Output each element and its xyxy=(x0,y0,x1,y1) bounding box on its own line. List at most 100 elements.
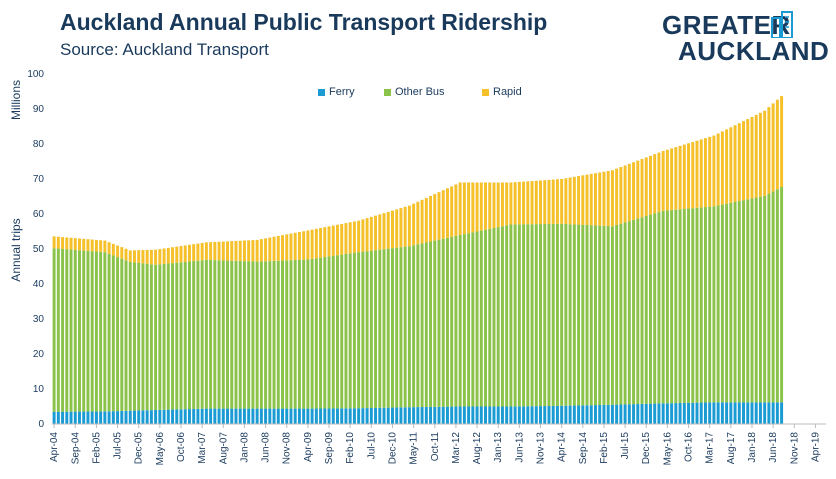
bar-other-bus xyxy=(361,251,365,409)
bar-ferry xyxy=(450,406,454,424)
bar-ferry xyxy=(56,411,60,424)
bar-rapid xyxy=(695,140,699,208)
bar-other-bus xyxy=(281,260,284,409)
bar-rapid xyxy=(445,188,449,238)
bar-other-bus xyxy=(52,248,56,412)
bar-rapid xyxy=(577,176,581,225)
bar-ferry xyxy=(742,402,745,424)
bar-ferry xyxy=(234,408,238,424)
bar-other-bus xyxy=(242,261,246,409)
bar-rapid xyxy=(369,216,373,251)
bar-rapid xyxy=(302,231,306,260)
bar-other-bus xyxy=(221,260,225,409)
bar-other-bus xyxy=(763,195,767,403)
bar-rapid xyxy=(627,163,631,222)
bar-ferry xyxy=(293,408,297,424)
bar-ferry xyxy=(429,406,433,424)
bar-ferry xyxy=(374,407,378,424)
bar-rapid xyxy=(780,96,784,188)
bar-other-bus xyxy=(285,260,289,409)
bar-other-bus xyxy=(615,224,619,405)
bar-other-bus xyxy=(598,225,602,406)
bar-rapid xyxy=(775,99,779,190)
bar-rapid xyxy=(526,181,530,225)
bar-other-bus xyxy=(661,210,665,404)
bar-ferry xyxy=(632,404,636,424)
bar-other-bus xyxy=(187,261,191,410)
bar-ferry xyxy=(361,408,365,424)
bar-rapid xyxy=(716,133,720,206)
bar-rapid xyxy=(742,121,745,201)
bar-rapid xyxy=(682,144,686,209)
bar-other-bus xyxy=(589,225,593,406)
bar-rapid xyxy=(505,182,509,226)
bar-other-bus xyxy=(509,224,513,407)
bar-rapid xyxy=(352,221,356,253)
bar-rapid xyxy=(348,222,352,254)
bar-ferry xyxy=(758,402,762,424)
x-tick-label: Sep-04 xyxy=(70,432,81,465)
bar-rapid xyxy=(513,182,517,225)
bar-rapid xyxy=(517,181,521,225)
bar-ferry xyxy=(564,405,568,424)
bar-rapid xyxy=(678,145,682,210)
bar-other-bus xyxy=(555,223,559,406)
bar-rapid xyxy=(171,247,175,264)
bar-other-bus xyxy=(513,224,517,407)
bar-other-bus xyxy=(331,255,335,409)
bar-ferry xyxy=(678,403,682,424)
bar-other-bus xyxy=(640,217,644,404)
bar-rapid xyxy=(670,148,674,211)
bar-ferry xyxy=(285,408,289,424)
bar-ferry xyxy=(513,406,517,424)
bar-ferry xyxy=(433,406,437,424)
bar-rapid xyxy=(179,246,183,263)
bar-other-bus xyxy=(568,224,572,406)
bar-other-bus xyxy=(154,264,158,410)
bar-ferry xyxy=(462,406,466,424)
bar-other-bus xyxy=(69,249,73,412)
bar-ferry xyxy=(412,407,416,424)
bar-ferry xyxy=(116,411,120,424)
bar-ferry xyxy=(268,408,272,424)
bar-ferry xyxy=(230,408,234,424)
bar-rapid xyxy=(251,240,255,262)
bar-rapid xyxy=(703,138,707,208)
bar-other-bus xyxy=(530,224,534,407)
bar-other-bus xyxy=(217,260,221,409)
bar-rapid xyxy=(555,179,559,224)
bar-rapid xyxy=(653,154,657,214)
bar-rapid xyxy=(323,227,327,258)
bar-rapid xyxy=(217,241,221,261)
bar-rapid xyxy=(124,248,128,261)
bar-ferry xyxy=(589,405,593,424)
legend-label-rapid: Rapid xyxy=(493,86,522,98)
bar-ferry xyxy=(133,410,136,424)
bar-other-bus xyxy=(729,202,733,403)
building-icon xyxy=(771,11,793,38)
bar-other-bus xyxy=(492,228,496,407)
bar-other-bus xyxy=(226,260,229,409)
bar-other-bus xyxy=(327,256,331,409)
bar-ferry xyxy=(149,410,153,424)
bar-rapid xyxy=(357,220,361,253)
bar-ferry xyxy=(661,403,665,424)
bar-other-bus xyxy=(437,239,441,407)
bar-other-bus xyxy=(712,206,716,403)
bar-rapid xyxy=(399,208,403,248)
bar-other-bus xyxy=(386,248,390,408)
bar-ferry xyxy=(441,406,445,424)
bar-other-bus xyxy=(137,262,141,411)
bar-rapid xyxy=(674,147,678,210)
bar-other-bus xyxy=(746,199,750,403)
bar-ferry xyxy=(306,408,310,424)
x-tick-label: Aug-17 xyxy=(726,432,737,465)
bar-ferry xyxy=(183,409,187,424)
bar-other-bus xyxy=(754,197,758,403)
bar-ferry xyxy=(179,409,183,424)
bar-ferry xyxy=(484,406,487,424)
bar-other-bus xyxy=(462,234,466,407)
bar-other-bus xyxy=(116,257,120,412)
bar-ferry xyxy=(522,406,526,424)
bar-ferry xyxy=(737,402,741,424)
